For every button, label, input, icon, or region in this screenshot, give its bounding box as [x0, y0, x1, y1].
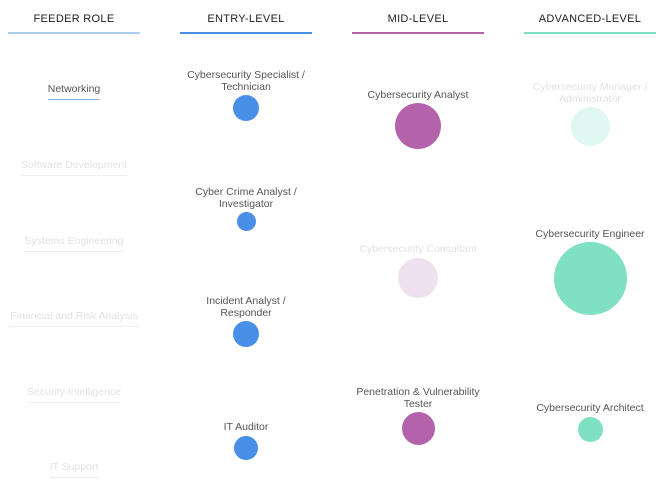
role-line-1: Cybersecurity Architect: [536, 402, 644, 414]
mid-role-consultant-dot[interactable]: [398, 258, 438, 298]
mid-role-analyst-dot[interactable]: [395, 103, 441, 149]
mid-role-consultant-label[interactable]: Cybersecurity Consultant: [343, 243, 493, 255]
entry-role-specialist-dot[interactable]: [233, 95, 259, 121]
feeder-role-financial-risk[interactable]: Financial and Risk Analysis: [4, 310, 144, 327]
feeder-role-label: Financial and Risk Analysis: [10, 310, 138, 327]
advanced-role-manager-label[interactable]: Cybersecurity Manager / Administrator: [515, 81, 665, 105]
role-line-2: Responder: [220, 307, 272, 319]
role-line-2: Investigator: [218, 198, 274, 210]
role-line-1: IT Auditor: [223, 421, 269, 433]
advanced-role-manager-dot[interactable]: [571, 107, 610, 146]
advanced-role-architect-label[interactable]: Cybersecurity Architect: [515, 402, 665, 414]
feeder-role-networking[interactable]: Networking: [4, 83, 144, 100]
role-line-2: Technician: [221, 81, 271, 93]
role-line-1: Cybersecurity Consultant: [359, 243, 477, 255]
entry-role-it-auditor-label[interactable]: IT Auditor: [171, 421, 321, 433]
mid-role-analyst-label[interactable]: Cybersecurity Analyst: [343, 89, 493, 101]
entry-role-incident-dot[interactable]: [233, 321, 259, 347]
advanced-role-architect-dot[interactable]: [578, 417, 603, 442]
feeder-role-label: Software Development: [20, 159, 128, 176]
feeder-role-label: Systems Engineering: [24, 235, 124, 252]
entry-role-specialist-label[interactable]: Cybersecurity Specialist / Technician: [171, 69, 321, 93]
feeder-role-it-support[interactable]: IT Support: [4, 461, 144, 478]
role-line-2: Tester: [403, 398, 433, 410]
feeder-role-security-intelligence[interactable]: Security Intelligence: [4, 386, 144, 403]
entry-role-cyber-crime-dot[interactable]: [237, 212, 256, 231]
role-line-1: Cybersecurity Manager /: [532, 81, 648, 93]
feeder-role-systems-engineering[interactable]: Systems Engineering: [4, 235, 144, 252]
advanced-role-engineer-dot[interactable]: [554, 242, 627, 315]
role-line-1: Penetration & Vulnerability: [356, 386, 480, 398]
feeder-role-label: Networking: [47, 83, 101, 100]
entry-role-it-auditor-dot[interactable]: [234, 436, 258, 460]
role-line-1: Cybersecurity Analyst: [367, 89, 469, 101]
column-rule-feeder: [8, 32, 140, 34]
role-line-2: Administrator: [559, 93, 621, 105]
column-header-mid: MID-LEVEL: [387, 13, 449, 25]
feeder-role-software-development[interactable]: Software Development: [4, 159, 144, 176]
feeder-role-label: Security Intelligence: [27, 386, 121, 403]
role-line-1: Cybersecurity Specialist /: [187, 69, 305, 81]
role-line-1: Incident Analyst /: [206, 295, 286, 307]
role-line-1: Cyber Crime Analyst /: [195, 186, 297, 198]
column-header-advanced: ADVANCED-LEVEL: [538, 13, 642, 25]
feeder-role-label: IT Support: [49, 461, 99, 478]
advanced-role-engineer-label[interactable]: Cybersecurity Engineer: [515, 228, 665, 240]
role-line-1: Cybersecurity Engineer: [535, 228, 645, 240]
mid-role-pentester-label[interactable]: Penetration & Vulnerability Tester: [343, 386, 493, 410]
entry-role-incident-label[interactable]: Incident Analyst / Responder: [171, 295, 321, 319]
column-rule-mid: [352, 32, 484, 34]
column-rule-advanced: [524, 32, 656, 34]
mid-role-pentester-dot[interactable]: [402, 412, 435, 445]
column-header-feeder: FEEDER ROLE: [33, 13, 115, 25]
entry-role-cyber-crime-label[interactable]: Cyber Crime Analyst / Investigator: [171, 186, 321, 210]
column-rule-entry: [180, 32, 312, 34]
column-header-entry: ENTRY-LEVEL: [207, 13, 285, 25]
